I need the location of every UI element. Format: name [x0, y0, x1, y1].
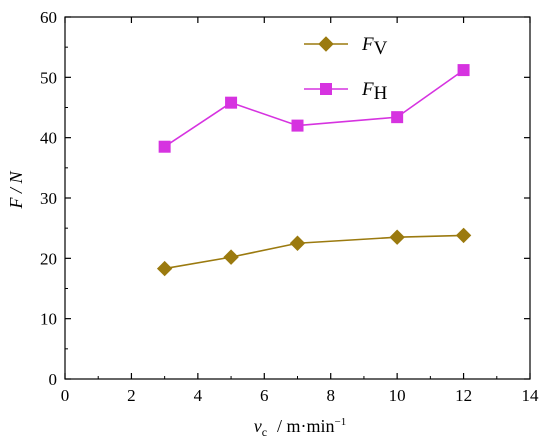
legend-label: FV: [361, 34, 388, 59]
x-axis-title: vc / m·min−1: [254, 416, 347, 439]
legend-symbol: F: [361, 34, 374, 55]
series-V: [156, 227, 472, 277]
y-tick-label: 60: [40, 8, 57, 27]
y-tick-label: 50: [40, 68, 57, 87]
x-tick-label: 0: [61, 386, 70, 405]
x-tick-label: 2: [127, 386, 136, 405]
data-point: [391, 111, 404, 124]
legend-item-H: FH: [304, 79, 388, 104]
x-axis-unit-exponent: −1: [335, 416, 347, 428]
legend-marker: [318, 36, 334, 52]
y-tick-label: 30: [40, 189, 57, 208]
data-point: [156, 260, 173, 277]
y-tick-label: 20: [40, 249, 57, 268]
data-point: [225, 96, 238, 109]
legend-item-V: FV: [304, 34, 388, 59]
data-point: [455, 227, 472, 244]
legend-symbol: F: [361, 79, 374, 100]
x-tick-label: 10: [389, 386, 406, 405]
data-point: [457, 64, 470, 77]
legend-subscript: H: [374, 83, 388, 104]
y-tick-label: 0: [49, 370, 58, 389]
x-tick-label: 8: [326, 386, 335, 405]
legend-marker: [320, 83, 332, 95]
x-tick-label: 12: [455, 386, 472, 405]
x-tick-label: 6: [260, 386, 269, 405]
x-axis-subscript: c: [262, 425, 267, 439]
legend-subscript: V: [374, 38, 388, 59]
data-point: [289, 235, 306, 251]
series-line: [164, 234, 464, 270]
series-layer: [156, 64, 472, 277]
axes-layer: 0 2 4 6 8 10 12 14 0 10 20 30 40 50 60: [40, 8, 539, 405]
y-axis-title-text: F / N: [6, 171, 26, 210]
legend-label: FH: [361, 79, 388, 104]
x-axis-unit: / m·min: [277, 416, 335, 436]
x-axis-symbol: v: [254, 416, 262, 436]
x-tick-label: 4: [194, 386, 203, 405]
data-point: [291, 119, 304, 132]
data-point: [158, 140, 171, 153]
series-H: [158, 64, 470, 153]
data-point: [223, 249, 239, 265]
x-tick-label: 14: [522, 386, 540, 405]
data-point: [389, 229, 405, 245]
y-axis-title: F / N: [6, 171, 26, 210]
series-line: [164, 69, 465, 148]
y-tick-label: 40: [40, 129, 57, 148]
y-tick-label: 10: [40, 310, 57, 329]
